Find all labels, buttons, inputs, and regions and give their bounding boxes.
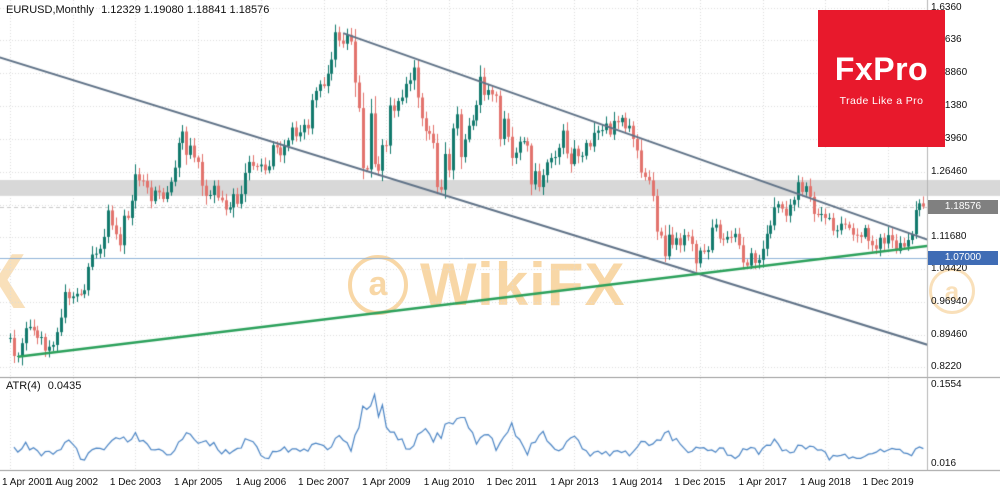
time-axis-label: 1 Aug 2010 — [423, 477, 475, 488]
time-axis-label: 1 Apr 2017 — [738, 477, 787, 488]
price-axis-label: 0.96940 — [931, 295, 968, 307]
atr-value-label: 0.0435 — [47, 380, 82, 392]
price-axis-label: 1.41380 — [931, 99, 968, 111]
fxpro-logo: FxPro Trade Like a Pro — [818, 10, 945, 147]
symbol-timeframe-label: EURUSD,Monthly — [6, 4, 95, 16]
price-axis-label: 1.6360 — [931, 2, 962, 13]
chart-header: EURUSD,Monthly 1.12329 1.19080 1.18841 1… — [6, 4, 273, 16]
time-axis-label: 1 Aug 2018 — [800, 477, 851, 488]
ohlc-quotes-label: 1.12329 1.19080 1.18841 1.18576 — [101, 4, 270, 16]
time-axis-label: 1 Dec 2011 — [486, 477, 537, 488]
time-axis-label: 1 Aug 2006 — [235, 477, 287, 488]
price-axis-label: 1.48860 — [931, 67, 968, 78]
time-axis-label: 1 Dec 2007 — [298, 477, 350, 488]
price-axis-label: 0.89460 — [931, 328, 968, 340]
time-axis-label: 1 Aug 2014 — [611, 477, 663, 488]
atr-name-label: ATR(4) — [6, 380, 41, 392]
fxpro-logo-title: FxPro — [834, 50, 929, 87]
price-axis-label: 0.8220 — [931, 361, 962, 372]
price-axis-label: 1.04420 — [931, 263, 968, 274]
atr-axis-min-label: 0.016 — [931, 458, 957, 469]
time-axis-label: 1 Dec 2015 — [674, 477, 726, 488]
time-axis-label: 1 Dec 2019 — [862, 477, 914, 488]
time-axis-label: 1 Apr 2013 — [550, 477, 599, 488]
time-axis-label: 1 Dec 2003 — [109, 477, 162, 488]
atr-axis-max-label: 0.1554 — [931, 379, 962, 390]
time-axis-label: 1 Apr 2009 — [362, 477, 411, 488]
time-axis-label: 1 Aug 2002 — [47, 477, 99, 488]
support-level-badge: 1.07000 — [928, 250, 998, 265]
time-axis-label: 1 Apr 2001 — [2, 477, 51, 488]
price-axis-label: 1.11680 — [931, 230, 967, 242]
price-axis-label: 1.5636 — [931, 33, 962, 45]
price-axis-label: 1.26460 — [931, 165, 968, 177]
current-price-badge: 1.18576 — [928, 199, 998, 214]
price-axis-label: 1.33960 — [931, 132, 968, 144]
atr-indicator-label: ATR(4) 0.0435 — [6, 380, 85, 392]
fxpro-logo-tagline: Trade Like a Pro — [839, 94, 924, 107]
time-axis-label: 1 Apr 2005 — [173, 477, 223, 488]
